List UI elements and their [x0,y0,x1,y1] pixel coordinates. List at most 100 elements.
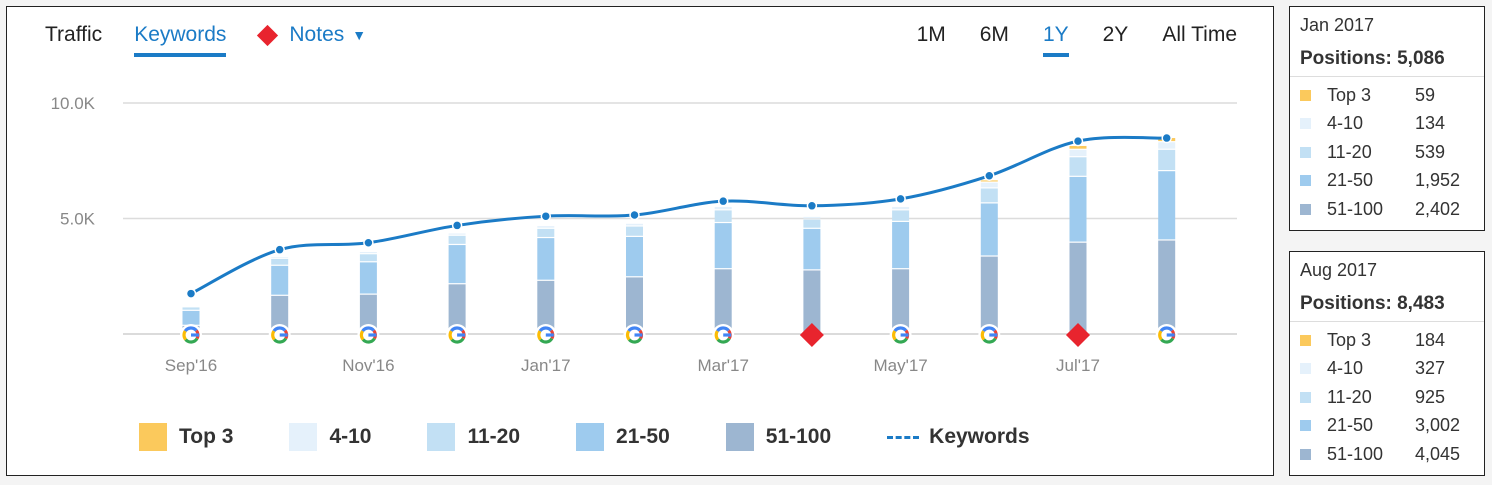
tab-traffic[interactable]: Traffic [45,23,103,46]
tooltip-row-label: 51-100 [1327,443,1384,464]
legend-item-11-20[interactable]: 11-20 [427,423,520,451]
bar-segment [980,188,998,203]
y-tick-label: 10.0K [51,94,96,113]
keywords-point [984,170,995,182]
range-6m[interactable]: 6M [979,23,1009,46]
tab-keywords[interactable]: Keywords [134,23,227,57]
legend-swatch-top3 [139,423,167,451]
bar-segment [448,245,466,284]
bar-segment [892,221,910,269]
keywords-point [1072,135,1084,147]
bar-segment [271,295,289,333]
range-1y[interactable]: 1Y [1042,23,1069,57]
keywords-line [190,135,1167,295]
google-icon-arc [982,337,997,344]
tooltip-positions: Positions: 5,086 [1300,48,1445,69]
tooltip-row: Top 3 59 [1300,81,1474,110]
google-icon-arc [893,326,908,333]
tooltip-row: 4-10 327 [1300,355,1474,384]
legend-item-keywords[interactable]: Keywords [887,425,1030,449]
tooltip-jan-2017: Jan 2017 Positions: 5,086 Top 3 59 4-10 13… [1289,6,1485,231]
bar-segment [980,256,998,333]
bar-segment [182,307,200,310]
tooltip-date: Jan 2017 [1300,15,1375,35]
tooltip-row-label: 21-50 [1327,170,1374,191]
bar-segment [1069,157,1087,176]
tooltip-aug-2017: Aug 2017 Positions: 8,483 Top 3 184 4-10 3… [1289,251,1485,476]
legend-item-51-100[interactable]: 51-100 [725,423,831,451]
google-icon-arc [184,337,199,344]
google-icon-arc [273,337,288,344]
google-icon-arc [448,330,454,341]
bar-segment [626,226,643,236]
google-icon-arc [183,326,198,333]
legend-item-21-50[interactable]: 21-50 [576,423,670,451]
google-icon-arc [1160,337,1175,344]
legend-item-4-10[interactable]: 4-10 [289,423,371,451]
time-range-selector: 1M 6M 1Y 2Y All Time [883,23,1237,57]
legend-item-top3[interactable]: Top 3 [139,423,233,451]
bar-segment [1069,242,1087,333]
google-icon-arc [361,326,375,333]
range-1m[interactable]: 1M [916,23,946,46]
keywords-point [895,193,906,205]
bar-segment [892,210,910,221]
tooltip-row-label: 11-20 [1327,386,1372,407]
x-tick-label: Jan'17 [521,356,571,375]
bar-segment [359,251,377,254]
google-icon-arc [714,330,720,341]
keywords-point [540,210,552,222]
tooltip-swatch [1300,146,1311,158]
tooltip-swatch [1300,391,1311,403]
google-icon-arc [980,330,986,341]
tooltip-swatch [1300,448,1311,460]
bar-segment [359,294,377,333]
google-icon-arc [982,326,996,333]
bar-segment [626,277,643,333]
chevron-down-icon: ▼ [352,27,367,43]
google-icon-arc [716,337,731,344]
keywords-chart-panel: Traffic Keywords Notes ▼ 1M 6M 1Y 2Y All… [6,6,1274,476]
tooltip-row: 51-100 4,045 [1300,440,1474,469]
chart-legend: Top 3 4-10 11-20 21-50 51-100 Keywords [139,423,1086,451]
tooltip-row-label: 21-50 [1327,415,1374,436]
range-2y[interactable]: 2Y [1102,23,1129,46]
keywords-point [451,220,463,231]
keywords-point [1161,132,1172,144]
bar-segment [271,265,289,295]
google-icon-arc [627,326,642,333]
google-icon-arc [271,330,276,341]
tooltip-date: Aug 2017 [1300,260,1378,280]
bar-segment [714,210,732,222]
legend-label-4-10: 4-10 [329,425,372,448]
google-icon-arc [361,337,376,344]
bar-segment [537,228,555,237]
bar-segment [980,203,998,256]
tooltip-row-label: 51-100 [1327,198,1384,219]
x-tick-label: Mar'17 [697,356,748,375]
chart-tabs: Traffic Keywords Notes ▼ [45,23,366,63]
legend-label-21-50: 21-50 [616,425,670,448]
bar-segment [1158,240,1176,333]
x-tick-label: Nov'16 [342,356,394,375]
google-icon-arc [272,326,287,333]
bar-segment [359,262,377,294]
tooltip-row-label: Top 3 [1327,329,1372,350]
tooltip-row: 4-10 134 [1300,110,1474,139]
bar-segment [537,280,555,333]
tooltip-row-value: 1,952 [1415,170,1461,191]
range-all-time[interactable]: All Time [1162,23,1237,46]
google-icon-arc [894,337,909,344]
tooltip-row: Top 3 184 [1300,326,1474,355]
bar-segment [892,206,910,210]
tooltip-row-value: 925 [1415,386,1446,407]
legend-line-keywords [887,435,920,439]
bar-segment [448,284,466,333]
tooltip-swatch [1300,334,1311,346]
google-icon-arc [537,330,542,341]
bar-segment [1069,149,1087,157]
bar-segment [537,238,555,280]
legend-swatch-11-20 [427,423,456,451]
notes-dropdown[interactable]: Notes ▼ [257,23,367,47]
bar-segment [1158,149,1176,171]
